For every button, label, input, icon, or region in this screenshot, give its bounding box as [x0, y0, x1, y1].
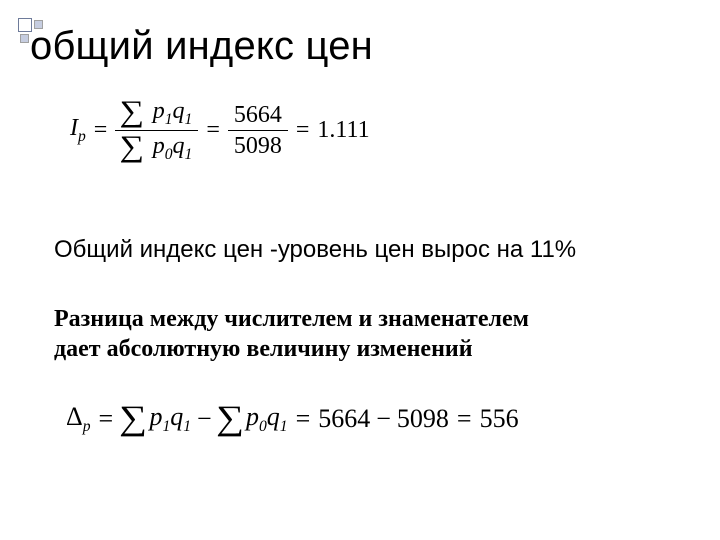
q-sub: 1 [185, 146, 193, 163]
p: p [153, 98, 165, 124]
p-sub: 0 [259, 418, 267, 435]
equals-1: = [99, 404, 114, 434]
equals-3: = [457, 404, 472, 434]
p: p [149, 402, 162, 431]
equals-3: = [296, 117, 310, 144]
line-b: дает абсолютную величину изменений [54, 336, 473, 362]
minus-2: − [376, 404, 391, 434]
delta-icon: Δ [66, 402, 83, 431]
line-a: Разница между числителем и знаменателем [54, 306, 529, 332]
slide: общий индекс цен Ip = ∑ p1q1 ∑ p0q1 = 56… [0, 0, 720, 540]
p: p [246, 402, 259, 431]
minus-1: − [197, 404, 212, 434]
slide-title: общий индекс цен [30, 24, 373, 69]
frac-numbers: 5664 5098 [228, 100, 288, 162]
equals-1: = [94, 117, 108, 144]
delta-sub: p [83, 418, 91, 435]
q: q [173, 98, 185, 124]
equals-2: = [296, 404, 311, 434]
result-value: 556 [480, 404, 519, 434]
p: p [153, 133, 165, 159]
sym-I: I [70, 115, 78, 141]
formula-price-index: Ip = ∑ p1q1 ∑ p0q1 = 5664 5098 = 1.111 [70, 96, 370, 165]
q-sub: 1 [185, 111, 193, 128]
sub-p: p [78, 128, 86, 145]
q: q [173, 133, 185, 159]
denominator-value: 5098 [228, 131, 288, 161]
q: q [267, 402, 280, 431]
explanation-text-1: Общий индекс цен -уровень цен вырос на 1… [54, 236, 576, 264]
p-sub: 0 [165, 146, 173, 163]
lhs: Ip [70, 115, 86, 146]
value-1: 5664 [318, 404, 370, 434]
result-value: 1.111 [317, 117, 369, 144]
numerator-value: 5664 [228, 100, 288, 130]
frac-sums: ∑ p1q1 ∑ p0q1 [115, 96, 198, 165]
formula-absolute-change: Δp = ∑ p1q1 − ∑ p0q1 = 5664 − 5098 = 556 [66, 402, 519, 436]
explanation-text-2: Разница между числителем и знаменателем … [54, 304, 529, 364]
decor-square-small-2 [20, 34, 29, 43]
p-sub: 1 [165, 111, 173, 128]
value-2: 5098 [397, 404, 449, 434]
q-sub: 1 [183, 418, 191, 435]
q: q [170, 402, 183, 431]
q-sub: 1 [280, 418, 288, 435]
equals-2: = [206, 117, 220, 144]
